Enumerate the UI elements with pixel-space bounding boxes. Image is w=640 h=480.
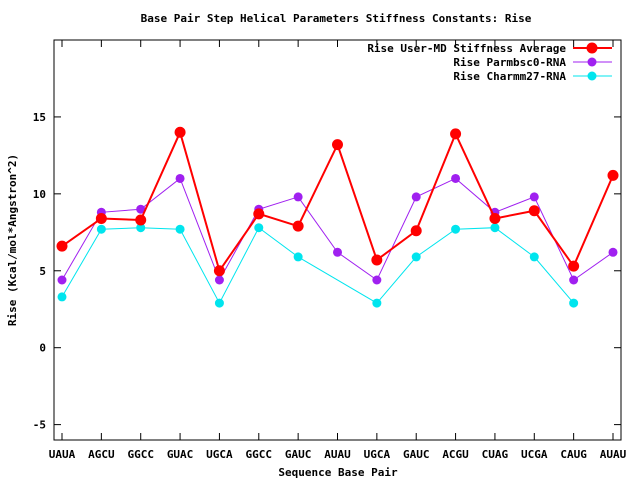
- plot-frame: [53, 39, 622, 441]
- data-point: [411, 252, 421, 262]
- data-point: [451, 173, 461, 183]
- data-point: [175, 224, 185, 234]
- data-point: [607, 169, 619, 181]
- x-tick-label: ACGU: [442, 448, 469, 461]
- data-point: [372, 275, 382, 285]
- series-1: [56, 126, 619, 277]
- x-tick-label: AUAU: [600, 448, 627, 461]
- y-tick-label: 5: [39, 265, 46, 278]
- data-point: [293, 192, 303, 202]
- legend-swatch-marker: [587, 57, 597, 67]
- y-tick-label: -5: [33, 419, 46, 432]
- y-tick-label: 15: [33, 111, 46, 124]
- data-point: [214, 275, 224, 285]
- data-point: [411, 192, 421, 202]
- series-line: [61, 226, 575, 305]
- y-axis-label: Rise (Kcal/mol*Angstron^2): [6, 154, 19, 326]
- data-point: [96, 224, 106, 234]
- data-point: [450, 128, 462, 140]
- x-axis-label: Sequence Base Pair: [278, 466, 398, 479]
- x-tick-label: GAUC: [285, 448, 312, 461]
- data-point: [293, 252, 303, 262]
- data-point: [372, 298, 382, 308]
- data-point: [410, 225, 422, 237]
- data-point: [57, 275, 67, 285]
- data-point: [608, 247, 618, 257]
- x-tick-label: CUAG: [482, 448, 509, 461]
- data-point: [254, 223, 264, 233]
- legend-label: Rise User-MD Stiffness Average: [367, 42, 566, 55]
- data-point: [175, 173, 185, 183]
- data-point: [568, 260, 580, 272]
- y-tick-label: 10: [33, 188, 46, 201]
- data-point: [253, 208, 265, 220]
- data-point: [569, 275, 579, 285]
- x-tick-label: GUAC: [167, 448, 194, 461]
- data-point: [136, 204, 146, 214]
- data-point: [529, 252, 539, 262]
- x-tick-label: UGCA: [206, 448, 233, 461]
- legend-swatch-marker: [587, 71, 597, 81]
- x-tick-label: GAUC: [403, 448, 430, 461]
- x-tick-label: CAUG: [560, 448, 587, 461]
- legend-label: Rise Charmm27-RNA: [453, 70, 566, 83]
- x-tick-label: UCGA: [521, 448, 548, 461]
- data-point: [136, 223, 146, 233]
- data-point: [56, 240, 68, 252]
- x-tick-label: AUAU: [324, 448, 351, 461]
- legend-swatch-marker: [586, 42, 598, 54]
- series-2: [57, 173, 618, 285]
- data-point: [332, 139, 343, 151]
- data-point: [371, 254, 383, 266]
- legend-label: Rise Parmbsc0-RNA: [453, 56, 566, 69]
- series-layer: [56, 126, 619, 308]
- data-point: [95, 212, 107, 224]
- data-point: [135, 214, 147, 226]
- x-tick-label: UGCA: [364, 448, 391, 461]
- data-point: [213, 265, 225, 277]
- data-point: [174, 126, 186, 138]
- x-tick-label: UAUA: [49, 448, 76, 461]
- x-tick-label: GGCC: [127, 448, 154, 461]
- series-3: [57, 223, 579, 308]
- data-point: [528, 205, 540, 217]
- data-point: [57, 292, 67, 302]
- data-point: [490, 223, 500, 233]
- data-point: [569, 298, 579, 308]
- data-point: [489, 212, 501, 224]
- data-point: [214, 298, 224, 308]
- data-point: [292, 220, 304, 232]
- data-point: [451, 224, 461, 234]
- x-tick-label: GGCC: [246, 448, 273, 461]
- data-point: [333, 247, 342, 257]
- y-tick-label: 0: [39, 342, 46, 355]
- x-tick-label: AGCU: [88, 448, 115, 461]
- chart-title: Base Pair Step Helical Parameters Stiffn…: [141, 12, 532, 25]
- axes: -5 0 5 10 15 UAUA AGCU GGCC GUAC UGCA GGCC GAUC AUAU…: [33, 40, 627, 461]
- data-point: [529, 192, 539, 202]
